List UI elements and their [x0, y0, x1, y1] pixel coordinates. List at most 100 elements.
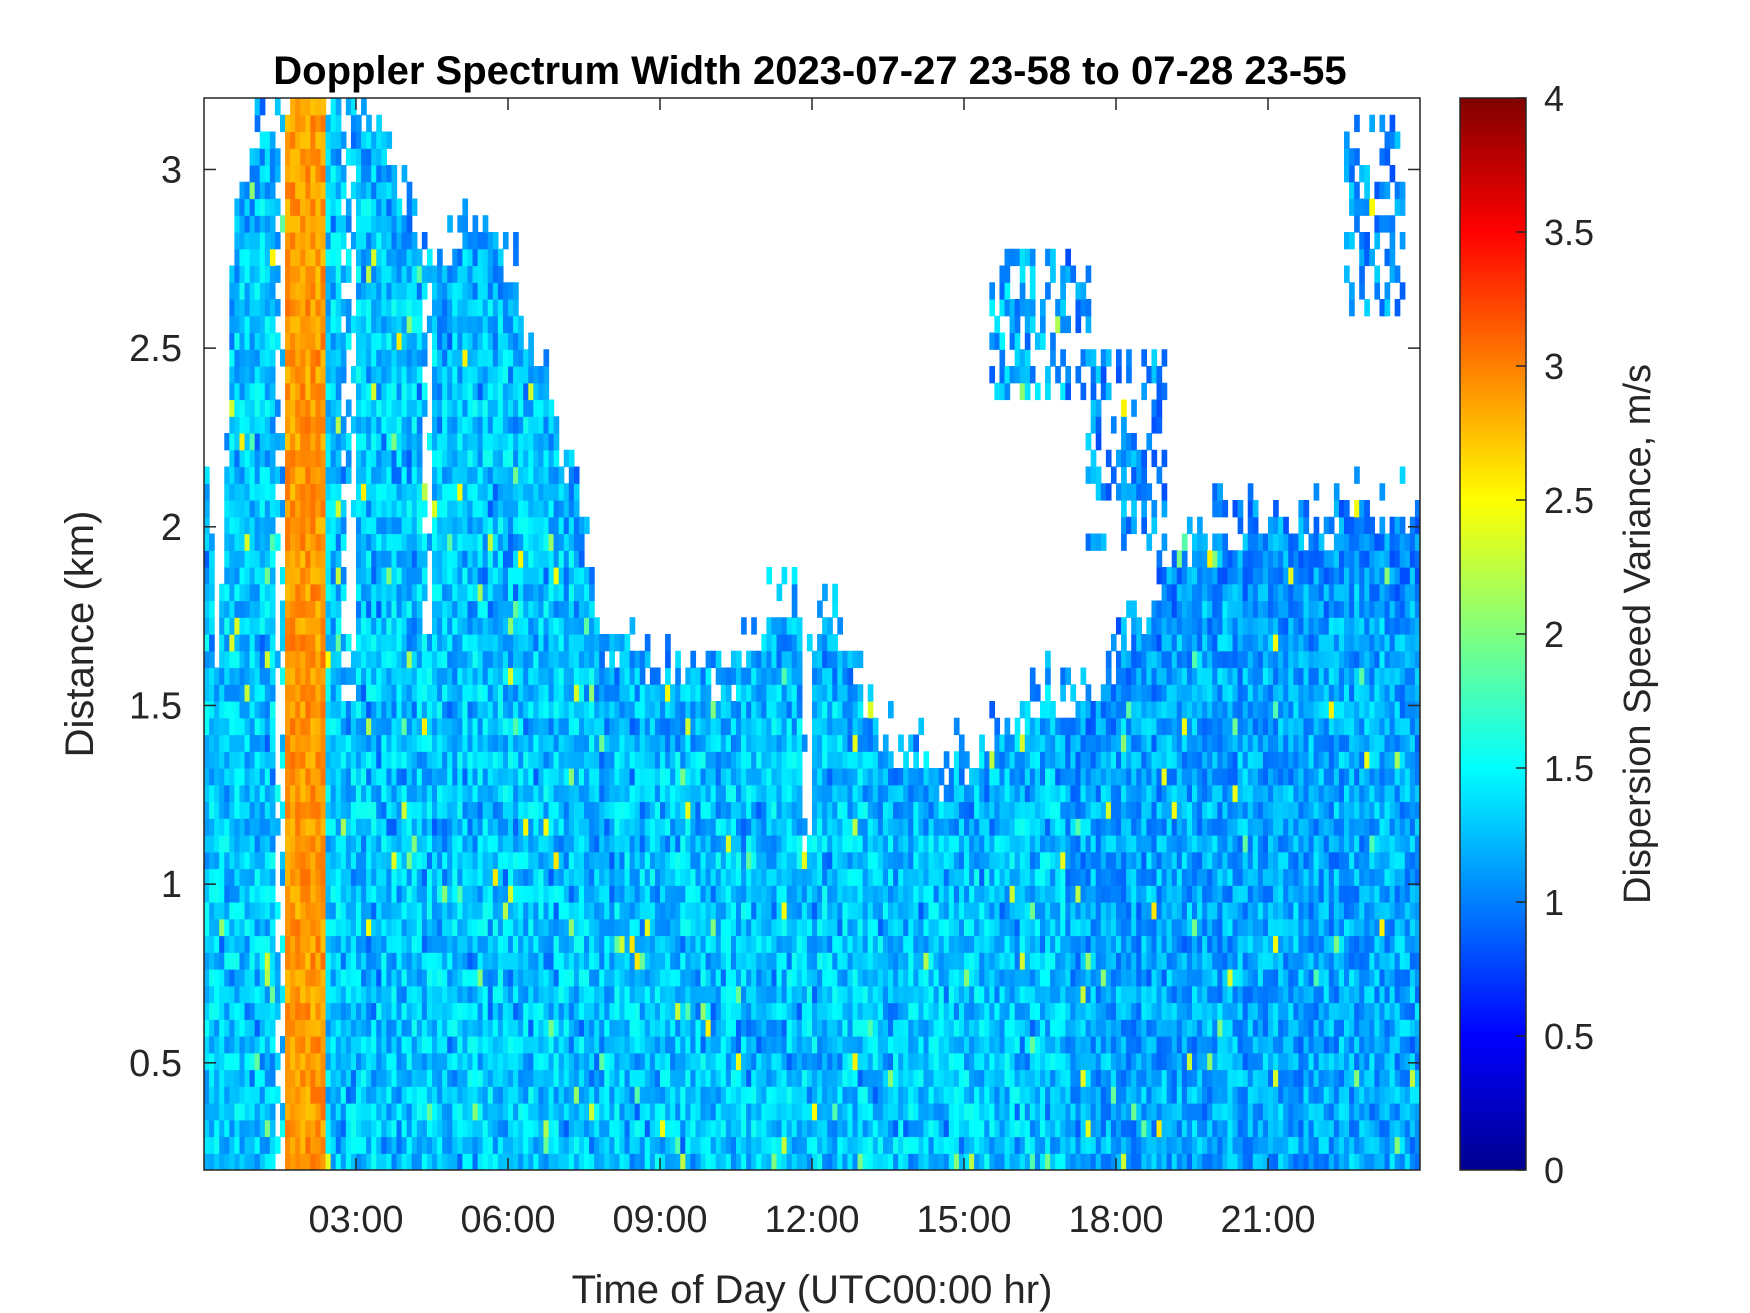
- heatmap-cell: [391, 449, 398, 468]
- heatmap-cell: [462, 248, 469, 267]
- heatmap-cell: [487, 684, 494, 702]
- heatmap-cell: [442, 416, 448, 434]
- heatmap-cell: [543, 433, 550, 451]
- heatmap-cell: [568, 818, 575, 836]
- heatmap-cell: [396, 650, 403, 669]
- heatmap-cell: [482, 399, 489, 417]
- heatmap-cell: [563, 533, 570, 551]
- heatmap-cell: [502, 851, 509, 870]
- heatmap-cell: [269, 399, 276, 417]
- heatmap-cell: [487, 1036, 494, 1054]
- heatmap-cell: [553, 567, 560, 585]
- heatmap-cell: [295, 868, 301, 886]
- heatmap-cell: [497, 433, 504, 451]
- heatmap-cell: [300, 232, 306, 250]
- heatmap-cell: [502, 232, 509, 250]
- heatmap-cell: [244, 567, 251, 585]
- heatmap-cell: [269, 918, 276, 937]
- heatmap-cell: [426, 667, 433, 685]
- heatmap-cell: [244, 667, 251, 685]
- heatmap-cell: [599, 784, 605, 803]
- heatmap-cell: [269, 483, 276, 501]
- heatmap-cell: [259, 918, 266, 937]
- heatmap-cell: [578, 784, 585, 803]
- heatmap-cell: [523, 935, 529, 953]
- heatmap-cell: [442, 449, 448, 468]
- heatmap-cell: [472, 500, 479, 518]
- heatmap-cell: [204, 835, 210, 853]
- heatmap-cell: [295, 684, 301, 702]
- heatmap-cell: [462, 717, 469, 736]
- heatmap-cell: [720, 935, 727, 953]
- heatmap-cell: [730, 969, 737, 987]
- heatmap-cell: [660, 851, 666, 870]
- heatmap-cell: [573, 952, 580, 970]
- heatmap-cell: [538, 1036, 545, 1054]
- heatmap-cell: [573, 801, 580, 819]
- heatmap-cell: [518, 533, 524, 551]
- heatmap-cell: [563, 617, 570, 635]
- heatmap-cell: [705, 1052, 712, 1071]
- heatmap-cell: [558, 952, 565, 970]
- heatmap-cell: [594, 835, 600, 853]
- heatmap-cell: [310, 198, 317, 216]
- heatmap-cell: [315, 902, 322, 920]
- heatmap-cell: [472, 248, 479, 267]
- heatmap-cell: [452, 1036, 458, 1054]
- heatmap-cell: [376, 399, 382, 417]
- heatmap-cell: [543, 667, 550, 685]
- heatmap-cell: [447, 751, 453, 769]
- heatmap-cell: [300, 952, 306, 970]
- heatmap-cell: [477, 483, 484, 501]
- heatmap-cell: [665, 1052, 671, 1071]
- heatmap-cell: [204, 885, 210, 903]
- heatmap-cell: [325, 751, 332, 769]
- heatmap-cell: [356, 567, 362, 585]
- heatmap-cell: [533, 1119, 539, 1138]
- heatmap-cell: [305, 483, 311, 501]
- heatmap-cell: [452, 1119, 458, 1138]
- heatmap-cell: [472, 299, 479, 317]
- heatmap-cell: [401, 851, 408, 870]
- heatmap-cell: [619, 1086, 626, 1104]
- heatmap-cell: [335, 583, 342, 602]
- heatmap-cell: [690, 701, 697, 719]
- heatmap-cell: [472, 449, 479, 468]
- heatmap-cell: [533, 634, 539, 652]
- heatmap-cell: [508, 1069, 514, 1087]
- heatmap-cell: [614, 918, 621, 937]
- heatmap-cell: [295, 282, 301, 300]
- heatmap-cell: [361, 1052, 367, 1071]
- heatmap-cell: [259, 1153, 266, 1170]
- heatmap-cell: [421, 1153, 428, 1170]
- heatmap-cell: [219, 1086, 225, 1104]
- heatmap-cell: [700, 784, 707, 803]
- heatmap-cell: [482, 1002, 489, 1020]
- heatmap-cell: [675, 902, 681, 920]
- heatmap-cell: [437, 349, 443, 367]
- heatmap-cell: [376, 818, 382, 836]
- heatmap-cell: [381, 851, 387, 870]
- heatmap-cell: [472, 969, 479, 987]
- heatmap-cell: [254, 583, 261, 602]
- heatmap-cell: [604, 751, 610, 769]
- heatmap-cell: [219, 985, 225, 1004]
- heatmap-cell: [594, 851, 600, 870]
- heatmap-cell: [553, 1119, 560, 1138]
- heatmap-cell: [614, 868, 621, 886]
- heatmap-cell: [736, 768, 742, 786]
- heatmap-cell: [644, 751, 651, 769]
- heatmap-cell: [594, 1069, 600, 1087]
- heatmap-cell: [219, 1136, 225, 1154]
- heatmap-cell: [685, 784, 691, 803]
- heatmap-cell: [457, 784, 463, 803]
- heatmap-cell: [457, 567, 463, 585]
- heatmap-cell: [487, 985, 494, 1004]
- heatmap-cell: [700, 1153, 707, 1170]
- heatmap-cell: [290, 600, 296, 618]
- heatmap-cell: [310, 902, 317, 920]
- heatmap-cell: [381, 533, 387, 551]
- heatmap-cell: [209, 935, 215, 953]
- heatmap-cell: [710, 918, 717, 937]
- heatmap-cell: [320, 416, 327, 434]
